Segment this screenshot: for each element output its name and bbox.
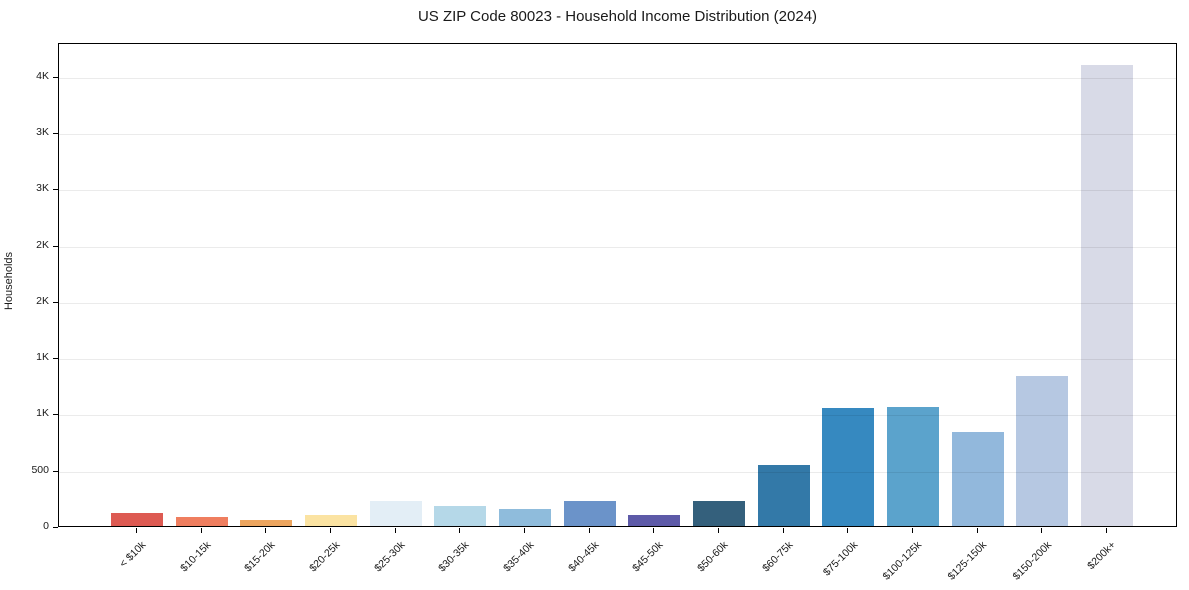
x-tick-mark (782, 528, 784, 533)
y-tick-label: 2K (36, 294, 49, 307)
y-tick-label: 500 (31, 463, 49, 476)
x-tick-label: $20-25k (307, 539, 343, 575)
bar-$100-125k (887, 406, 940, 526)
x-tick-mark (718, 528, 720, 533)
y-tick-mark (53, 301, 58, 303)
x-tick-mark (524, 528, 526, 533)
bar-$40-45k (563, 501, 616, 526)
x-tick-mark (847, 528, 849, 533)
x-tick-label: $45-50k (630, 539, 666, 575)
y-tick-label: 3K (36, 126, 49, 139)
bar-$30-35k (434, 505, 487, 526)
x-tick-label: $25-30k (371, 539, 408, 575)
y-tick-mark (53, 245, 58, 247)
y-tick-mark (53, 470, 58, 472)
gridline (59, 77, 1176, 79)
x-tick-label: $200k+ (1085, 539, 1119, 573)
y-tick-label: 1K (36, 407, 49, 420)
x-tick-mark (330, 528, 331, 533)
bar-$25-30k (369, 501, 422, 526)
gridline (59, 415, 1176, 417)
bar-$10-15k (175, 517, 228, 526)
bar-$20-25k (305, 514, 357, 526)
bar-$35-40k (499, 509, 552, 526)
x-tick-mark (1106, 528, 1108, 533)
y-tick-label: 3K (36, 182, 49, 195)
x-tick-label: $100-125k (880, 539, 925, 583)
gridline (59, 246, 1176, 248)
x-tick-label: $10-15k (177, 539, 214, 575)
x-tick-mark (265, 528, 267, 533)
y-tick-mark (53, 414, 58, 416)
bar-$45-50k (628, 514, 681, 526)
x-tick-label: $60-75k (759, 539, 796, 575)
x-tick-mark (459, 528, 461, 533)
gridline (59, 302, 1176, 304)
bar-$150-200k (1016, 376, 1069, 526)
x-tick-mark (136, 528, 137, 533)
gridline (59, 190, 1176, 192)
bar-$75-100k (822, 407, 875, 526)
chart-title: US ZIP Code 80023 - Household Income Dis… (417, 8, 818, 25)
x-tick-label: < $10k (117, 539, 149, 570)
x-tick-label: $75-100k (820, 539, 860, 579)
y-tick-mark (53, 358, 58, 360)
x-tick-label: $150-200k (1010, 539, 1054, 583)
x-tick-label: $35-40k (501, 539, 537, 575)
x-tick-mark (200, 528, 202, 533)
x-tick-mark (912, 528, 914, 533)
gridline (59, 134, 1176, 136)
y-tick-label: 1K (36, 351, 49, 364)
x-tick-label: $50-60k (695, 539, 731, 575)
bar-< $10k (111, 512, 163, 526)
y-tick-label: 4K (36, 69, 49, 82)
bar-$15-20k (240, 520, 293, 526)
x-tick-mark (653, 528, 655, 533)
y-tick-label: 2K (36, 238, 49, 251)
y-tick-mark (53, 527, 58, 528)
bar-$125-150k (951, 432, 1004, 526)
y-tick-mark (53, 133, 58, 135)
y-tick-label: 0 (43, 520, 49, 532)
x-tick-mark (1041, 528, 1043, 533)
bar-$200k+ (1081, 64, 1134, 526)
x-tick-label: $40-45k (565, 539, 602, 575)
bar-$60-75k (757, 465, 810, 526)
bar-$50-60k (693, 501, 746, 526)
gridline (59, 359, 1176, 361)
gridline (59, 471, 1176, 473)
x-tick-label: $125-150k (945, 539, 990, 583)
y-tick-mark (53, 76, 58, 78)
x-tick-label: $30-35k (436, 539, 472, 575)
plot-area (58, 43, 1177, 527)
x-tick-label: $15-20k (242, 539, 278, 575)
x-tick-mark (394, 528, 396, 533)
x-tick-mark (976, 528, 978, 533)
y-tick-mark (53, 189, 58, 191)
y-axis-label: Households (3, 251, 15, 311)
x-tick-mark (588, 528, 590, 533)
